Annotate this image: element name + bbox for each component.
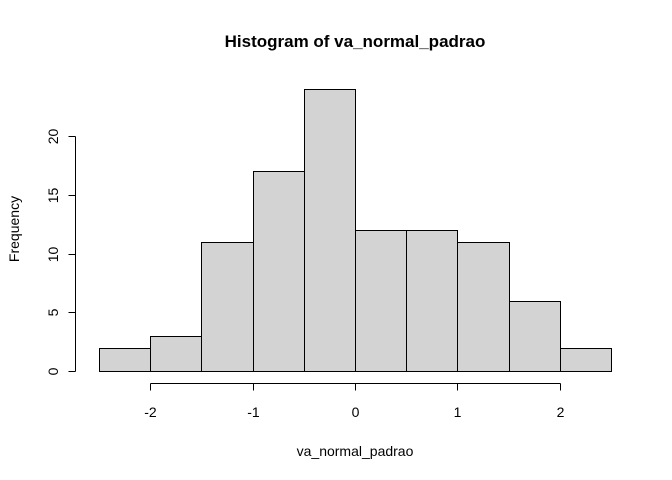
histogram-bar [304,89,356,372]
x-tick-label: -2 [144,404,157,420]
y-tick-label: 5 [45,308,61,316]
y-tick-label: 15 [45,188,61,204]
bars-group [99,89,612,372]
y-tick-label: 0 [45,367,61,375]
histogram-bar [150,336,202,372]
histogram-bar [355,230,407,372]
x-tick-label: 0 [352,404,360,420]
y-tick-label: 20 [45,129,61,145]
x-tick-label: -1 [247,404,260,420]
y-tick-label: 10 [45,247,61,263]
y-axis-label: Frequency [6,196,22,262]
histogram-bar [253,171,305,372]
histogram-bar [457,242,510,372]
x-tick-label: 2 [557,404,565,420]
chart-title: Histogram of va_normal_padrao [225,32,486,51]
x-axis: -2 -1 0 1 2 [144,383,565,420]
histogram-bar [99,348,151,372]
x-axis-label: va_normal_padrao [297,443,414,459]
histogram-bar [560,348,612,372]
histogram-bar [509,301,561,372]
histogram-bar [406,230,458,372]
y-axis: 0 5 10 15 20 [45,129,76,375]
x-tick-label: 1 [454,404,462,420]
histogram-bar [201,242,254,372]
